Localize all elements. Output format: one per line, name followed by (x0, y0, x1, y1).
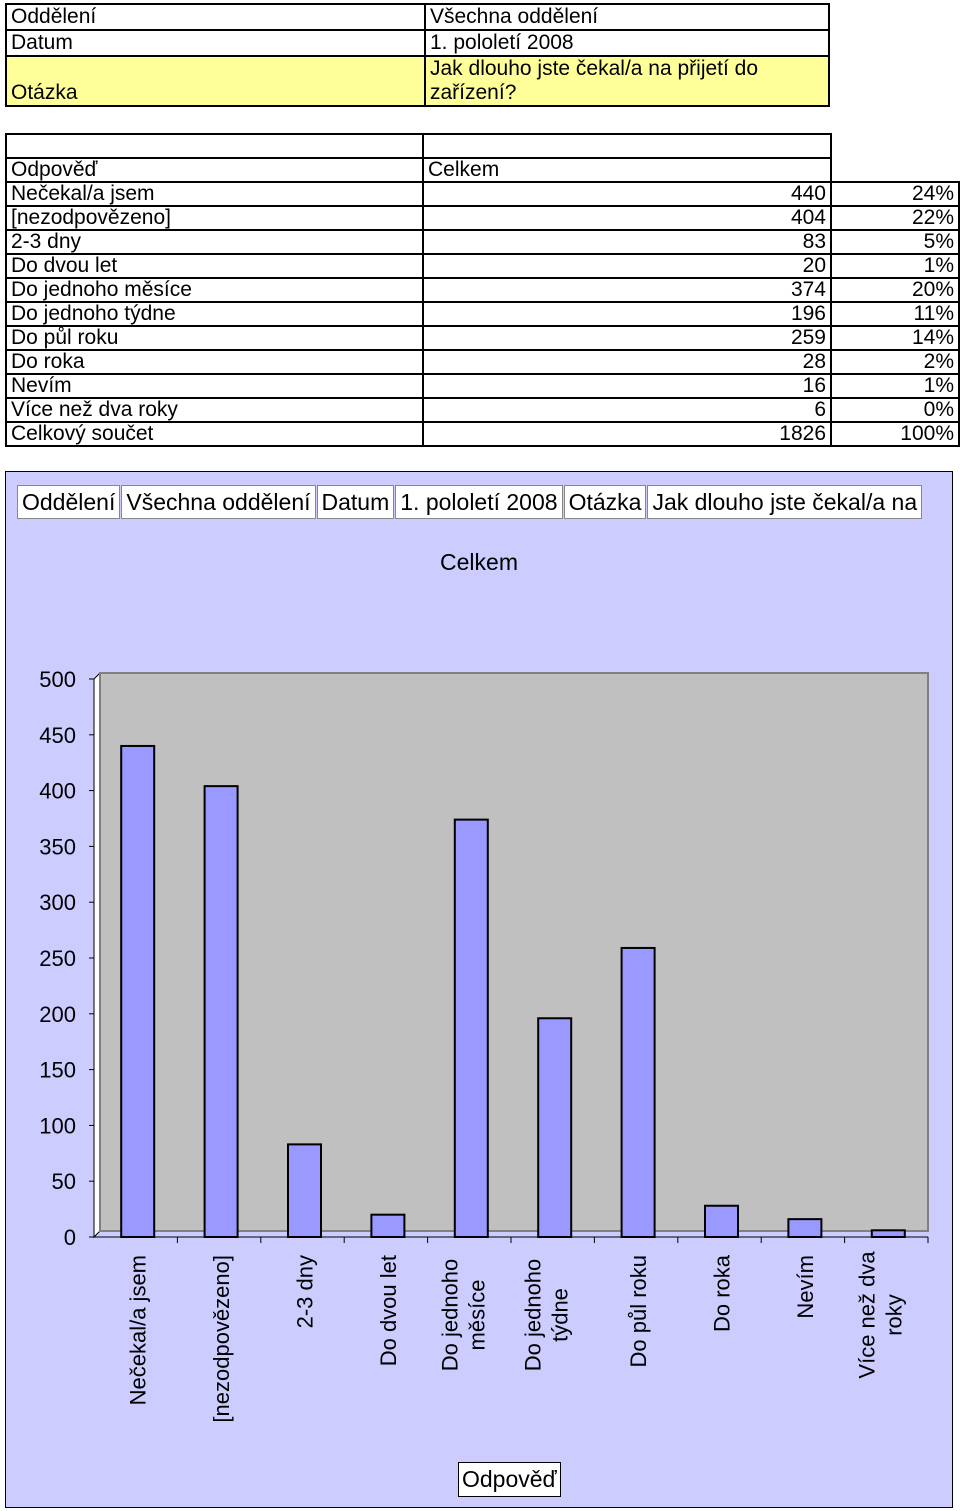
row-percent: 11% (830, 301, 960, 327)
field-value-datum[interactable]: 1. pololetí 2008 (395, 485, 563, 519)
row-label: Do jednoho měsíce (5, 277, 424, 303)
chart-title: Celkem (440, 549, 518, 575)
row-count: 374 (422, 277, 832, 303)
bar (453, 818, 489, 1238)
field-value-oddeleni[interactable]: Všechna oddělení (121, 485, 316, 519)
table-row: Do roka 28 2% (5, 349, 960, 375)
row-percent: 14% (830, 325, 960, 351)
row-percent: 5% (830, 229, 960, 255)
bar (787, 1218, 823, 1238)
y-tick-label: 100 (39, 1113, 76, 1138)
datum-label: Datum (5, 29, 426, 57)
row-count: 83 (422, 229, 832, 255)
row-count: 196 (422, 301, 832, 327)
row-percent: 2% (830, 349, 960, 375)
y-tick-label: 50 (52, 1169, 76, 1194)
bar (120, 744, 156, 1238)
row-label: Do půl roku (5, 325, 424, 351)
table-row: Celkový součet 1826 100% (5, 421, 960, 447)
y-tick-label: 500 (39, 667, 76, 692)
column-header-total: Celkem (422, 157, 832, 183)
row-percent: 100% (830, 421, 960, 447)
x-tick-label: Do dvou let (376, 1255, 401, 1366)
table-row: Nevím 16 1% (5, 373, 960, 399)
otazka-value: Jak dlouho jste čekal/a na přijetí do za… (424, 55, 830, 107)
x-tick-label: Více než dvaroky (854, 1251, 906, 1379)
row-percent: 22% (830, 205, 960, 231)
field-button-datum[interactable]: Datum (316, 485, 395, 519)
row-label: Do dvou let (5, 253, 424, 279)
header-table: Oddělení Všechna oddělení Datum 1. polol… (5, 3, 830, 107)
y-tick-label: 450 (39, 723, 76, 748)
x-tick-label: Nevím (793, 1255, 818, 1319)
x-tick-label: Do roka (710, 1254, 735, 1332)
pivot-chart: Oddělení Všechna oddělení Datum 1. polol… (5, 471, 953, 1508)
table-row: Do dvou let 20 1% (5, 253, 960, 279)
row-label: 2-3 dny (5, 229, 424, 255)
y-tick-label: 300 (39, 890, 76, 915)
row-percent: 1% (830, 373, 960, 399)
oddeleni-label: Oddělení (5, 3, 426, 31)
table-row: Nečekal/a jsem 440 24% (5, 181, 960, 207)
row-label: Nečekal/a jsem (5, 181, 424, 207)
row-count: 440 (422, 181, 832, 207)
table-row: 2-3 dny 83 5% (5, 229, 960, 255)
row-percent: 0% (830, 397, 960, 423)
y-tick-label: 400 (39, 779, 76, 804)
chart-plot: 0 50 100 150 200 250 300 350 400 450 500 Nečekal/a … (39, 667, 929, 1423)
row-count: 20 (422, 253, 832, 279)
bar (287, 1143, 322, 1239)
y-tick-label: 0 (64, 1225, 76, 1250)
table-row: [nezodpovězeno] 404 22% (5, 205, 960, 231)
x-tick-label: Do půl roku (626, 1255, 651, 1368)
row-label: Do roka (5, 349, 424, 375)
row-label: Nevím (5, 373, 424, 399)
row-label: Do jednoho týdne (5, 301, 424, 327)
bar (370, 1213, 406, 1238)
blank-cell (422, 133, 832, 159)
row-percent: 24% (830, 181, 960, 207)
y-tick-label: 200 (39, 1002, 76, 1027)
blank-cell (5, 133, 424, 159)
row-count: 259 (422, 325, 832, 351)
column-header-answer: Odpověď (5, 157, 424, 183)
row-label: [nezodpovězeno] (5, 205, 424, 231)
datum-value: 1. pololetí 2008 (424, 29, 830, 57)
field-button-oddeleni[interactable]: Oddělení (17, 485, 121, 519)
row-count: 6 (422, 397, 832, 423)
row-count: 404 (422, 205, 832, 231)
x-tick-label: 2-3 dny (293, 1255, 318, 1328)
y-tick-label: 250 (39, 946, 76, 971)
field-value-otazka[interactable]: Jak dlouho jste čekal/a na (647, 485, 923, 519)
bar (704, 1204, 739, 1239)
row-percent: 20% (830, 277, 960, 303)
chart-page-fields: Oddělení Všechna oddělení Datum 1. polol… (17, 485, 923, 519)
row-count: 16 (422, 373, 832, 399)
field-button-otazka[interactable]: Otázka (563, 485, 647, 519)
table-row: Více než dva roky 6 0% (5, 397, 960, 423)
y-tick-label: 350 (39, 834, 76, 859)
x-axis-title[interactable]: Odpověď (458, 1462, 561, 1497)
bar (537, 1017, 573, 1238)
table-row: Do půl roku 259 14% (5, 325, 960, 351)
row-label: Celkový součet (5, 421, 424, 447)
x-tick-label: [nezodpovězeno] (209, 1255, 234, 1423)
bar (870, 1229, 906, 1239)
row-percent: 1% (830, 253, 960, 279)
y-tick-label: 150 (39, 1058, 76, 1083)
x-tick-label: Do jednohoměsíce (437, 1259, 489, 1372)
table-row: Do jednoho měsíce 374 20% (5, 277, 960, 303)
bar (620, 946, 656, 1238)
row-label: Více než dva roky (5, 397, 424, 423)
row-count: 1826 (422, 421, 832, 447)
row-count: 28 (422, 349, 832, 375)
oddeleni-value: Všechna oddělení (424, 3, 830, 31)
x-tick-label: Nečekal/a jsem (126, 1255, 151, 1405)
bar (203, 785, 239, 1238)
x-tick-label: Do jednohotýdne (521, 1259, 573, 1372)
otazka-label: Otázka (5, 55, 426, 107)
table-row: Do jednoho týdne 196 11% (5, 301, 960, 327)
data-table: Odpověď Celkem Nečekal/a jsem 440 24% [nezo… (5, 133, 960, 447)
